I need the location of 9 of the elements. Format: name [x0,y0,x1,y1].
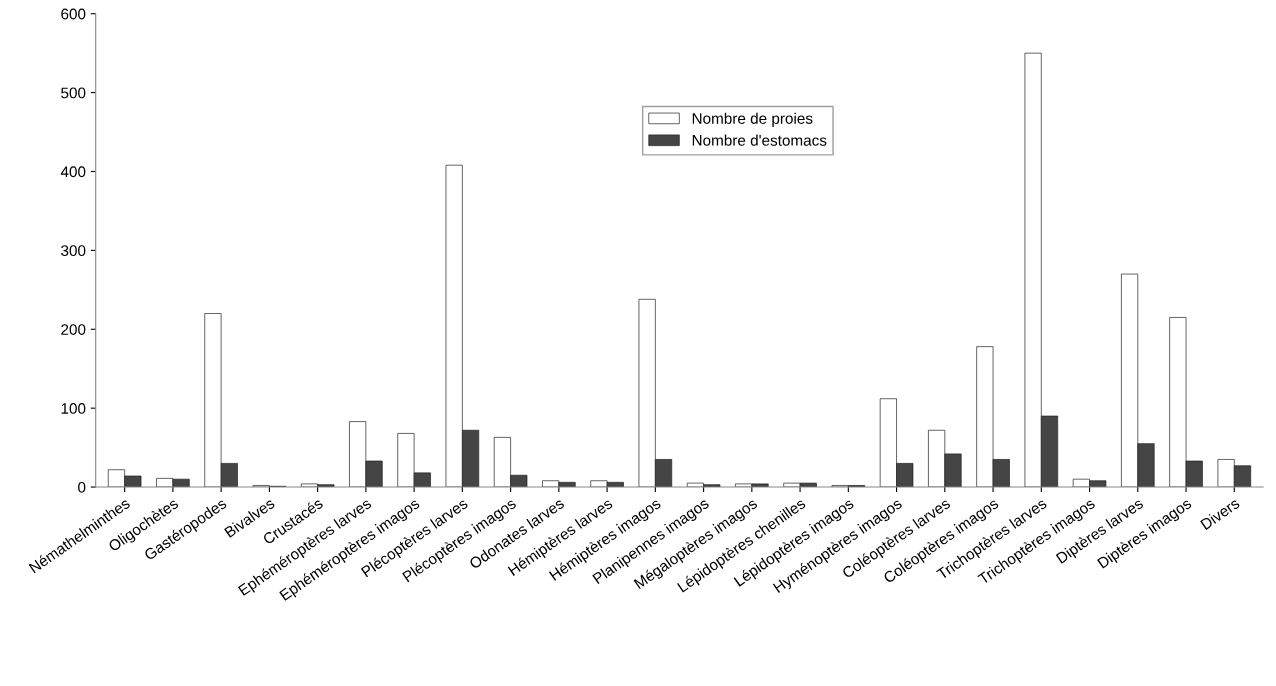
y-tick-label: 400 [60,166,86,178]
y-tick-label: 100 [61,403,86,414]
y-tick-label: 500 [61,87,86,99]
y-tick-label: 600 [61,8,86,20]
y-tick-label: 300 [61,245,86,257]
y-tick-label: 200 [61,324,86,335]
legend-label: Nombre d'estomacs [692,134,827,146]
legend-label: Nombre de proies [692,112,813,127]
y-tick-label: 0 [78,481,86,493]
